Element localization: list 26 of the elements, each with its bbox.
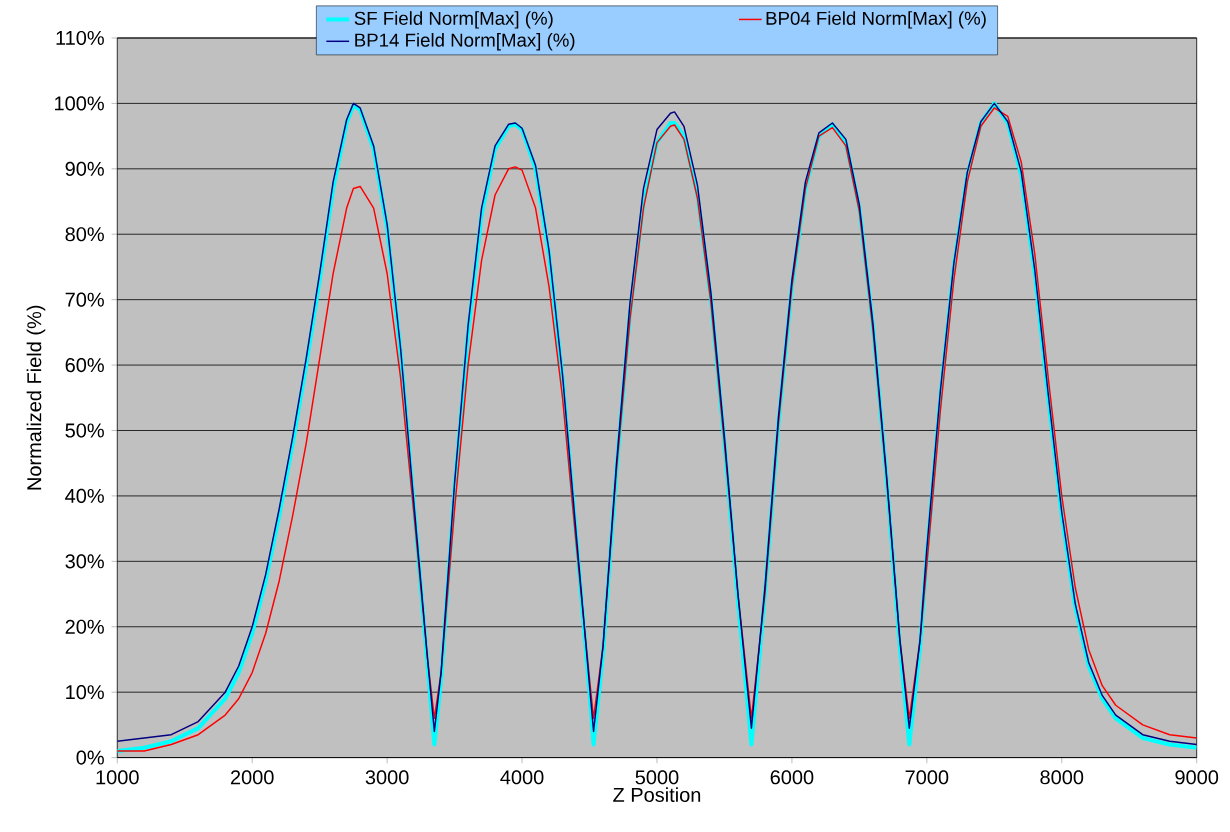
x-tick-label: 9000	[1175, 770, 1219, 785]
y-tick-label: 40%	[65, 488, 104, 503]
y-tick-label: 50%	[65, 423, 104, 438]
x-tick-label: 2000	[230, 770, 274, 785]
x-tick-label: 5000	[635, 770, 679, 785]
y-axis-title: Normalized Field (%)	[26, 305, 46, 490]
y-tick-label: 90%	[65, 161, 104, 176]
y-tick-label: 110%	[56, 30, 104, 45]
y-tick-label: 100%	[55, 96, 104, 111]
x-tick-label: 1000	[96, 770, 139, 785]
y-tick-label: 30%	[65, 554, 104, 569]
y-tick-label: 10%	[66, 684, 104, 700]
x-tick-label: 6000	[770, 770, 814, 785]
legend-label: BP04 Field Norm[Max] (%)	[766, 11, 986, 29]
legend-label: BP14 Field Norm[Max] (%)	[355, 32, 575, 51]
x-tick-label: 7000	[905, 770, 949, 785]
y-tick-label: 70%	[65, 292, 104, 307]
y-tick-label: 0%	[76, 750, 104, 765]
y-tick-label: 20%	[65, 619, 104, 634]
x-axis-title: Z Position	[613, 787, 701, 802]
y-tick-label: 60%	[65, 357, 104, 373]
x-tick-label: 3000	[365, 770, 409, 785]
x-tick-label: 8000	[1040, 770, 1084, 785]
legend-label: SF Field Norm[Max] (%)	[354, 11, 553, 29]
y-tick-label: 80%	[65, 227, 104, 242]
x-tick-label: 4000	[500, 770, 544, 785]
